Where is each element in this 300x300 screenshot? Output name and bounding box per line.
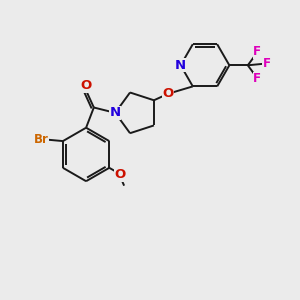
- Text: N: N: [175, 59, 186, 72]
- Text: F: F: [253, 72, 261, 85]
- Text: F: F: [263, 57, 271, 70]
- Text: O: O: [114, 168, 126, 181]
- Text: F: F: [253, 45, 261, 58]
- Text: O: O: [80, 79, 92, 92]
- Text: O: O: [163, 87, 174, 100]
- Text: Br: Br: [34, 133, 49, 146]
- Text: N: N: [110, 106, 121, 119]
